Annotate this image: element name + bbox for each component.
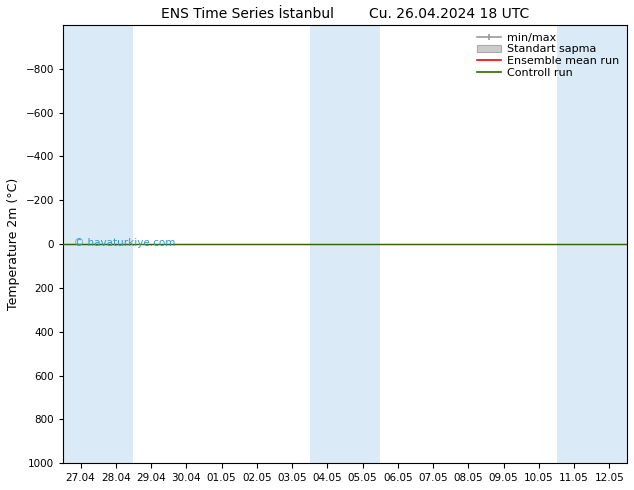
Legend: min/max, Standart sapma, Ensemble mean run, Controll run: min/max, Standart sapma, Ensemble mean r… [475, 30, 621, 80]
Bar [98, 25, 133, 464]
Y-axis label: Temperature 2m (°C): Temperature 2m (°C) [7, 178, 20, 310]
Bar [63, 25, 98, 464]
Bar [592, 25, 627, 464]
Bar [310, 25, 345, 464]
Title: ENS Time Series İstanbul        Cu. 26.04.2024 18 UTC: ENS Time Series İstanbul Cu. 26.04.2024 … [161, 7, 529, 21]
Bar [557, 25, 592, 464]
Bar [345, 25, 380, 464]
Text: © havaturkiye.com: © havaturkiye.com [74, 238, 176, 248]
